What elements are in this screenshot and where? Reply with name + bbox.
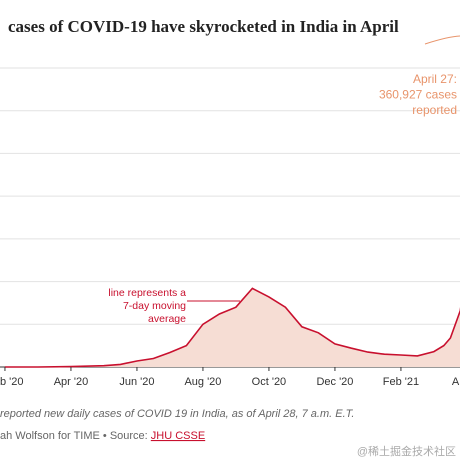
credit-text: ah Wolfson for TIME • Source: [0, 430, 151, 442]
x-tick-label: Oct '20 [252, 376, 287, 388]
credit: ah Wolfson for TIME • Source: JHU CSSE [0, 430, 205, 442]
chart-title: cases of COVID-19 have skyrocketed in In… [8, 17, 399, 36]
x-tick-label: Jun '20 [119, 376, 154, 388]
x-tick-label: A [452, 376, 460, 388]
x-tick-label: b '20 [0, 376, 24, 388]
line [4, 287, 460, 368]
source-link[interactable]: JHU CSSE [151, 430, 205, 442]
annotation-text: line represents a [108, 287, 186, 299]
x-tick-label: Feb '21 [383, 376, 419, 388]
watermark: @稀土掘金技术社区 [357, 444, 456, 458]
annotation-text: April 27: [413, 72, 457, 86]
x-tick-label: Dec '20 [316, 376, 353, 388]
annotation-text: reported [412, 103, 457, 117]
annotation-text: average [148, 313, 186, 325]
area [4, 288, 460, 367]
annotation-text: 360,927 cases [379, 88, 457, 102]
x-tick-label: Apr '20 [54, 376, 89, 388]
footnote: reported new daily cases of COVID 19 in … [0, 408, 354, 420]
annotation-arrow [424, 35, 460, 45]
annotation-text: 7-day moving [123, 300, 186, 312]
x-tick-label: Aug '20 [184, 376, 221, 388]
plot: b '20 Apr '20 Jun '20 Aug '20 Oct '20 Dec '20… [0, 67, 460, 388]
